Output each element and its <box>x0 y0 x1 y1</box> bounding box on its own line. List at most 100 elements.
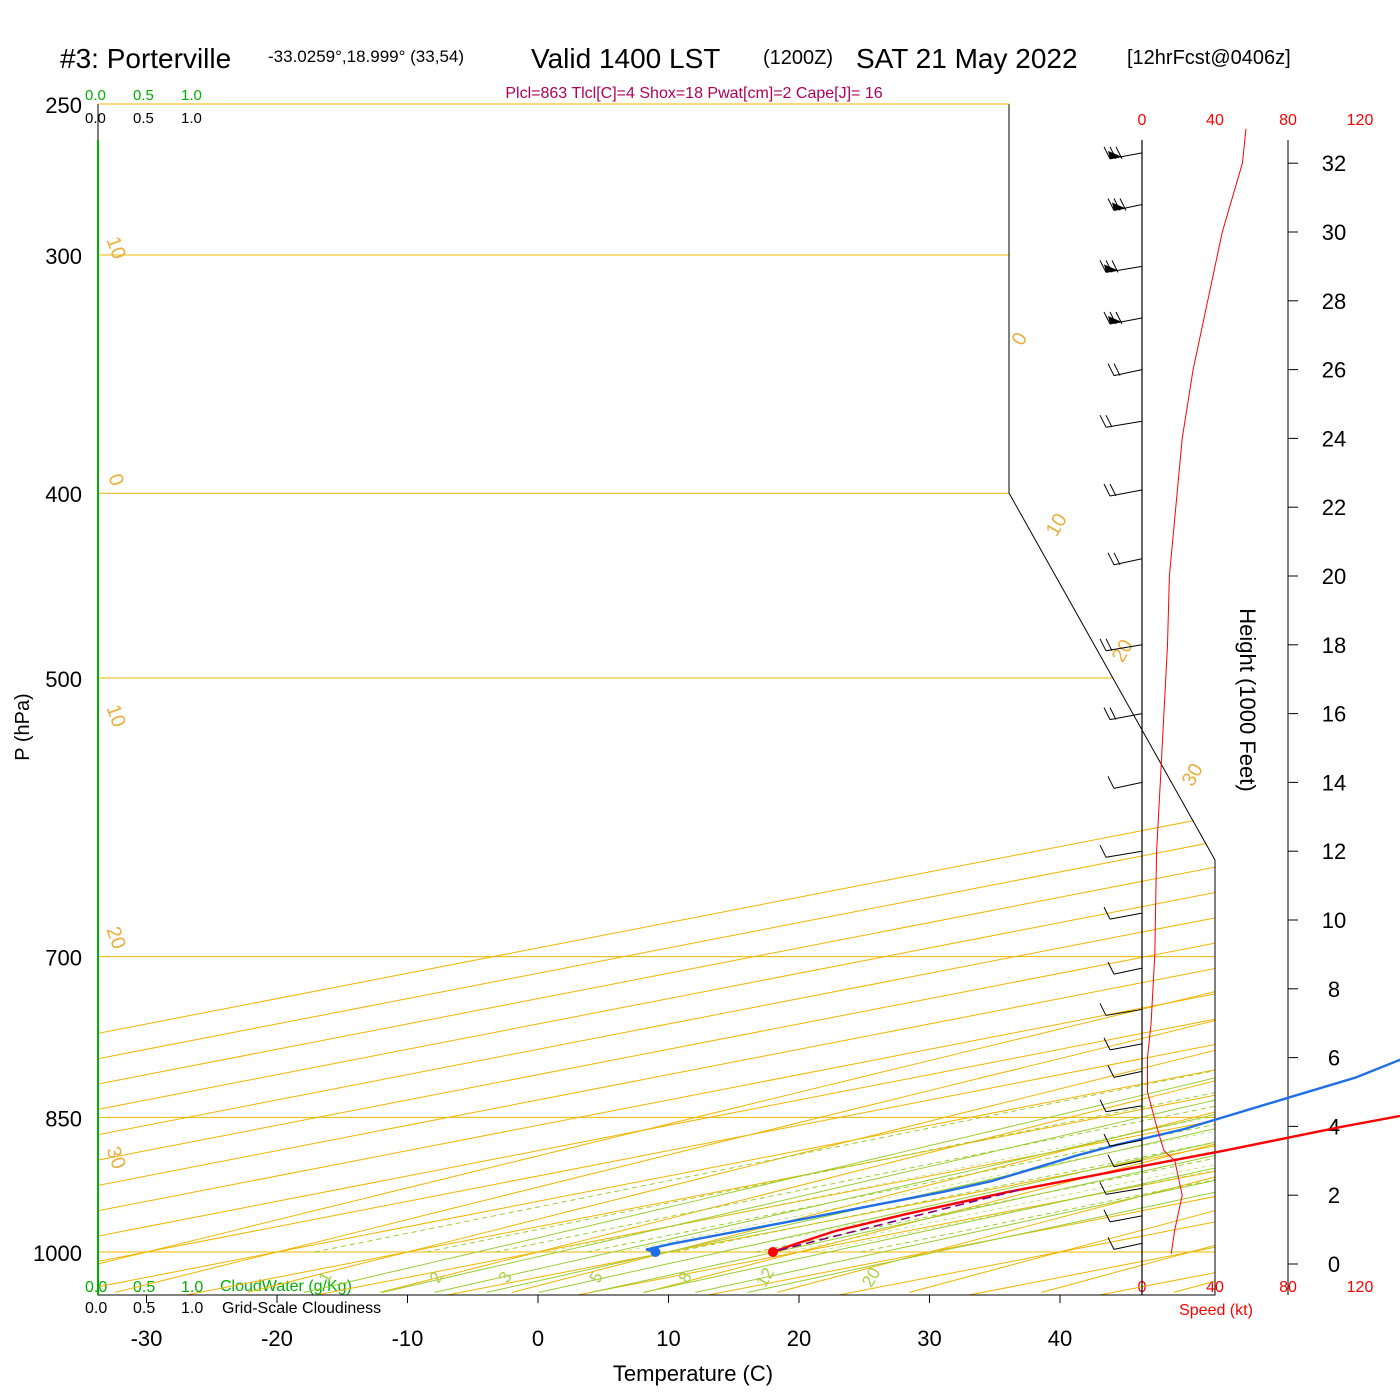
axes: -30 -20 -10 0 10 20 30 402503004005007008501000… <box>33 93 1346 1351</box>
wind-barb-shaft <box>1113 1242 1143 1250</box>
isotherm-line <box>98 104 1215 1295</box>
wind-barb-feather <box>1103 906 1111 920</box>
x-tick-label: 0 <box>532 1326 544 1351</box>
isotherm-line <box>98 104 1215 1295</box>
dewpoint-surface-point <box>650 1247 661 1257</box>
wind-barb-pennant <box>1108 150 1122 159</box>
wind-barb-feather <box>1109 707 1117 720</box>
height-tick-label: 14 <box>1322 770 1346 795</box>
dry-adiabat <box>1306 70 1400 1292</box>
cloud-bottom-green-1: 0.5 <box>133 1279 155 1296</box>
wind-barb <box>1107 776 1143 789</box>
mixing-ratio-line <box>314 492 1215 1253</box>
wind-barb <box>1107 552 1143 566</box>
wind-barb-shaft <box>1109 912 1143 920</box>
height-tick-label: 32 <box>1322 151 1346 176</box>
wind-barb-feather <box>1099 1182 1107 1195</box>
wind-barb <box>1099 638 1143 652</box>
isobar-lines <box>98 103 1215 1253</box>
cloud-top-green-1: 0.5 <box>133 87 154 104</box>
wind-barb <box>1103 311 1143 325</box>
mixing-ratio-lines <box>314 492 1215 1253</box>
temperature-line <box>772 1114 1400 1254</box>
wind-barb-feather <box>1099 1003 1107 1016</box>
isotherm-label: 10 <box>101 234 129 262</box>
wind-barb <box>1103 1037 1143 1051</box>
x-tick-label: 20 <box>787 1326 811 1351</box>
wind-barb-shaft <box>1109 1043 1143 1051</box>
cloud-scale-bottom: 0.0 0.5 1.0 CloudWater (g/Kg) 0.0 0.5 1.… <box>85 1278 381 1317</box>
wind-barb <box>1099 1182 1143 1195</box>
wind-barb-feather <box>1113 363 1121 376</box>
cloud-top-black-1: 0.5 <box>133 110 154 127</box>
height-tick-label: 20 <box>1322 564 1346 589</box>
moist-adiabat <box>747 104 1215 1293</box>
wind-barb-feather <box>1109 483 1117 497</box>
wind-barb <box>1107 1154 1143 1168</box>
speed-top-0: 0 <box>1138 112 1147 129</box>
wind-barb-shaft <box>1113 1070 1143 1078</box>
pressure-tick-label: 850 <box>45 1106 82 1131</box>
isotherm-line <box>98 104 1215 1295</box>
mixing-ratio-line <box>755 492 1215 1253</box>
wind-barb <box>1107 198 1143 211</box>
wind-barb <box>1107 961 1143 975</box>
height-tick-label: 8 <box>1328 977 1340 1002</box>
wind-barb-pennant <box>1104 264 1118 273</box>
isotherm-line <box>98 104 1215 1295</box>
wind-barb <box>1103 146 1143 160</box>
mixing-ratio-line <box>813 492 1215 1253</box>
isotherm-label: 20 <box>1108 636 1138 666</box>
dry-adiabat <box>379 104 1215 1293</box>
x-tick-label: 10 <box>656 1326 680 1351</box>
height-axis-title: Height (1000 Feet) <box>1235 608 1260 791</box>
cloudiness-label: Grid-Scale Cloudiness <box>222 1300 381 1317</box>
height-tick-label: 0 <box>1328 1252 1340 1277</box>
wind-barb <box>1099 844 1143 858</box>
x-axis-title: Temperature (C) <box>613 1361 773 1386</box>
mixing-ratio-line <box>545 492 1215 1253</box>
height-tick-label: 28 <box>1322 289 1346 314</box>
speed-axis-label: Speed (kt) <box>1179 1302 1253 1319</box>
isotherm-label: 10 <box>1042 510 1072 540</box>
speed-top-120: 120 <box>1347 112 1374 129</box>
plot-frame <box>97 103 1216 1296</box>
speed-top-80: 80 <box>1279 112 1297 129</box>
wind-barb-shaft <box>1113 369 1143 377</box>
isotherm-label: 30 <box>1178 760 1208 790</box>
wind-barb-feather <box>1103 707 1111 720</box>
isotherm-label: 0 <box>1007 329 1032 350</box>
moist-adiabat <box>538 104 1215 1293</box>
wind-barb <box>1107 1237 1143 1250</box>
wind-barb-shaft <box>1113 558 1143 566</box>
moist-adiabat <box>642 104 1215 1293</box>
wind-barb <box>1103 483 1143 497</box>
cloud-top-black-2: 1.0 <box>181 110 202 127</box>
dewpoint-line <box>645 1058 1400 1254</box>
plot-border <box>97 104 1216 1296</box>
cloud-bottom-black-0: 0.0 <box>85 1300 107 1317</box>
cloud-bottom-black-2: 1.0 <box>181 1300 203 1317</box>
wind-barb <box>1103 1209 1143 1223</box>
mixing-ratio-line <box>425 492 1215 1253</box>
wind-barb-feather <box>1099 638 1107 652</box>
wind-barb-shaft <box>1105 1008 1143 1016</box>
x-tick-label: -30 <box>131 1326 163 1351</box>
wind-barb-feather <box>1107 776 1115 789</box>
pressure-tick-label: 700 <box>45 946 82 971</box>
wind-barb <box>1103 1133 1143 1147</box>
wind-barb <box>1107 363 1143 377</box>
cloud-bottom-black-1: 0.5 <box>133 1300 155 1317</box>
wind-barb-feather <box>1107 552 1115 566</box>
dry-adiabat <box>909 104 1215 1293</box>
wind-barb <box>1107 1065 1143 1078</box>
x-tick-label: 30 <box>917 1326 941 1351</box>
speed-bottom-120: 120 <box>1347 1279 1374 1296</box>
wind-barb <box>1103 707 1143 721</box>
temperature-surface-point <box>767 1247 778 1257</box>
wind-barb-feather <box>1103 483 1111 497</box>
wind-barb-shaft <box>1113 1160 1143 1168</box>
wind-barb-shaft <box>1113 781 1143 789</box>
